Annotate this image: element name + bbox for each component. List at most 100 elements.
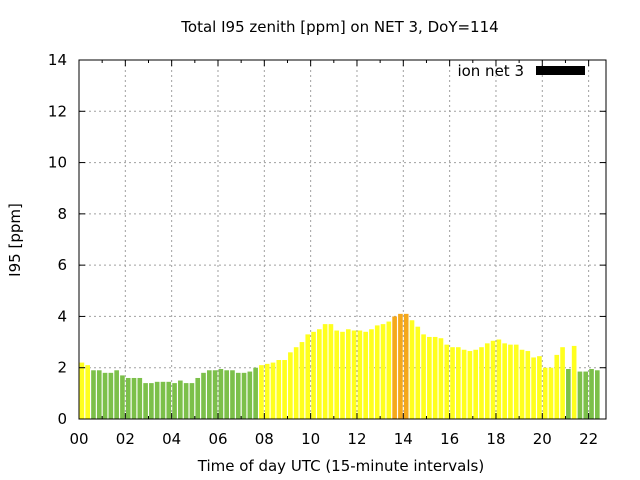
bar (525, 351, 531, 419)
legend-swatch (536, 66, 585, 75)
bar (108, 372, 114, 419)
bar (270, 362, 276, 419)
bar (102, 372, 108, 419)
bar (114, 370, 119, 419)
bar (473, 349, 479, 419)
bar (212, 370, 218, 419)
x-tick-label: 10 (301, 430, 320, 448)
bar (484, 343, 490, 419)
bar (264, 363, 270, 419)
bar (235, 372, 241, 419)
y-tick-label: 0 (57, 410, 67, 428)
bar (369, 329, 374, 419)
bar (502, 343, 507, 419)
legend: ion net 3 (457, 62, 585, 80)
bar (224, 370, 229, 419)
bar (456, 347, 461, 419)
bar (172, 383, 177, 419)
x-tick-label: 18 (486, 430, 505, 448)
bar (91, 370, 96, 419)
bar (467, 351, 473, 419)
x-tick-label: 20 (533, 430, 552, 448)
x-tick-label: 14 (394, 430, 413, 448)
bar (374, 325, 380, 419)
plot-frame (78, 59, 607, 420)
bar (566, 369, 571, 419)
bar (427, 336, 432, 419)
chart-title: Total I95 zenith [ppm] on NET 3, DoY=114 (180, 18, 498, 36)
bar (259, 365, 264, 419)
bar (160, 381, 166, 419)
bar (444, 344, 450, 419)
bar (345, 329, 351, 419)
bar (125, 377, 131, 419)
bar (322, 324, 328, 419)
bar (554, 354, 560, 419)
bar (513, 344, 519, 419)
bar (583, 371, 589, 419)
bar (149, 383, 154, 419)
x-tick-label: 00 (69, 430, 88, 448)
bar (548, 367, 554, 419)
x-tick-label: 06 (208, 430, 227, 448)
bar (577, 371, 583, 419)
bar (589, 369, 594, 419)
bar (490, 340, 496, 419)
bar (143, 383, 148, 419)
x-tick-label: 22 (579, 430, 598, 448)
bar (357, 330, 363, 419)
bar (392, 316, 397, 419)
bar (450, 347, 455, 419)
bar (218, 369, 224, 419)
bars (79, 313, 600, 419)
bar (79, 362, 85, 419)
bar (328, 324, 334, 419)
bar (305, 334, 311, 419)
bar (166, 381, 172, 419)
y-tick-label: 6 (57, 256, 67, 274)
bar (519, 349, 525, 419)
legend-label: ion net 3 (457, 62, 524, 80)
bar (409, 320, 415, 419)
bar (537, 356, 542, 419)
bar (595, 370, 600, 419)
bar (311, 331, 316, 419)
bar (131, 377, 137, 419)
bar (137, 377, 143, 419)
bar (432, 336, 438, 419)
y-tick-label: 10 (48, 154, 67, 172)
y-tick-label: 8 (57, 205, 67, 223)
bar (230, 370, 235, 419)
bar (340, 331, 345, 419)
bar (288, 352, 293, 419)
y-tick-label: 4 (57, 307, 67, 325)
bar (299, 342, 305, 419)
bar (195, 377, 201, 419)
bar (178, 380, 183, 419)
bar (276, 360, 282, 419)
y-tick-label: 12 (48, 102, 67, 120)
bar (560, 347, 565, 419)
bar (496, 339, 502, 419)
bar (96, 370, 102, 419)
bar (508, 344, 513, 419)
x-tick-label: 12 (347, 430, 366, 448)
bar (154, 381, 160, 419)
y-tick-label: 14 (48, 51, 67, 69)
bar (351, 330, 357, 419)
bar (415, 326, 421, 419)
bar (120, 375, 125, 419)
x-axis-label: Time of day UTC (15-minute intervals) (197, 457, 484, 475)
bar (461, 349, 467, 419)
bar (293, 347, 299, 419)
bar (334, 330, 340, 419)
bar (363, 331, 368, 419)
x-tick-label: 08 (255, 430, 274, 448)
x-tick-label: 04 (162, 430, 181, 448)
x-tick-label: 02 (116, 430, 135, 448)
bar (241, 372, 247, 419)
bar (317, 329, 322, 419)
bar (386, 321, 392, 419)
